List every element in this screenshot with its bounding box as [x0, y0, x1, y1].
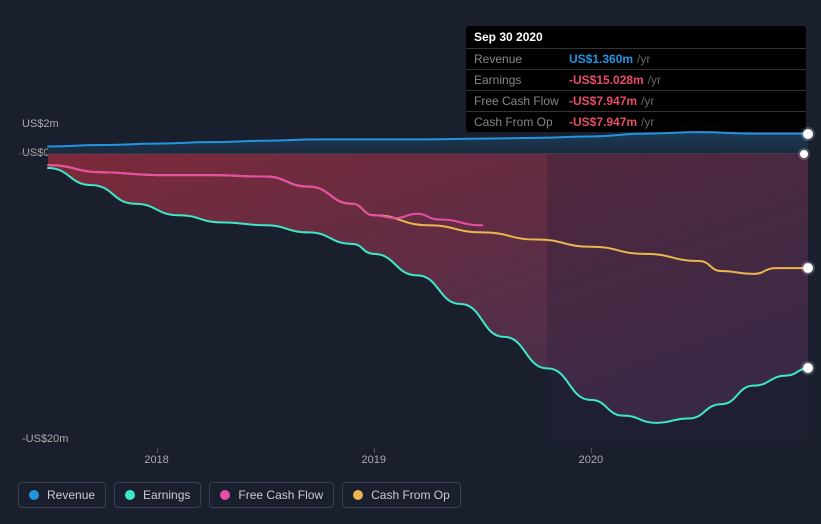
series-handle[interactable] [803, 363, 813, 373]
legend-item-fcf[interactable]: Free Cash Flow [209, 482, 334, 508]
tooltip-label: Free Cash Flow [474, 94, 569, 108]
series-handle[interactable] [803, 129, 813, 139]
x-tick [374, 448, 375, 453]
tooltip-suffix: /yr [648, 73, 661, 87]
tooltip-box: Sep 30 2020 RevenueUS$1.360m/yrEarnings-… [466, 26, 806, 132]
legend-swatch [353, 490, 363, 500]
legend-swatch [125, 490, 135, 500]
chart-plot [18, 125, 808, 440]
tooltip-date: Sep 30 2020 [466, 26, 806, 49]
legend-swatch [29, 490, 39, 500]
legend-item-earnings[interactable]: Earnings [114, 482, 201, 508]
legend-label: Cash From Op [371, 488, 450, 502]
tooltip-row: Free Cash Flow-US$7.947m/yr [466, 91, 806, 112]
tooltip-suffix: /yr [637, 52, 650, 66]
timeline-handle[interactable] [800, 150, 808, 158]
x-tick [157, 448, 158, 453]
legend-item-revenue[interactable]: Revenue [18, 482, 106, 508]
x-axis: 2018 2019 2020 [18, 448, 808, 468]
x-axis-label: 2020 [579, 454, 603, 466]
tooltip-value: US$1.360m [569, 52, 633, 66]
tooltip-row: RevenueUS$1.360m/yr [466, 49, 806, 70]
tooltip-value: -US$15.028m [569, 73, 644, 87]
legend-item-cfo[interactable]: Cash From Op [342, 482, 461, 508]
x-axis-label: 2018 [144, 454, 168, 466]
tooltip-value: -US$7.947m [569, 94, 637, 108]
tooltip-label: Earnings [474, 73, 569, 87]
legend: Revenue Earnings Free Cash Flow Cash From O… [18, 482, 461, 508]
legend-label: Revenue [47, 488, 95, 502]
legend-swatch [220, 490, 230, 500]
x-axis-label: 2019 [361, 454, 385, 466]
x-tick [591, 448, 592, 453]
series-handle[interactable] [803, 263, 813, 273]
tooltip-row: Earnings-US$15.028m/yr [466, 70, 806, 91]
legend-label: Free Cash Flow [238, 488, 323, 502]
tooltip-label: Revenue [474, 52, 569, 66]
tooltip-suffix: /yr [641, 94, 654, 108]
financials-chart[interactable]: US$2mUS$0-US$20m Past [18, 125, 808, 440]
legend-label: Earnings [143, 488, 190, 502]
